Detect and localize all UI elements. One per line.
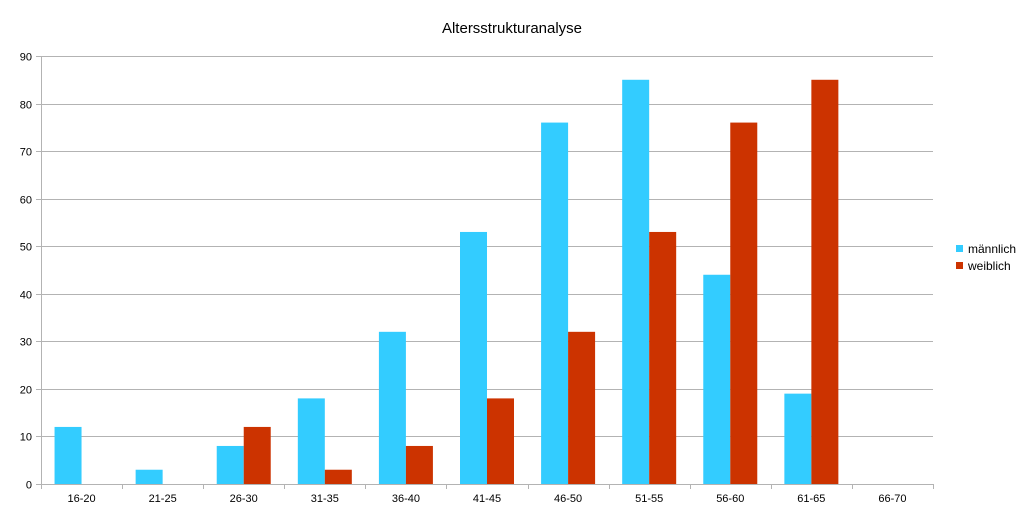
x-tick-label: 66-70 xyxy=(878,493,906,505)
x-tick-label: 26-30 xyxy=(230,493,258,505)
y-tick-label: 30 xyxy=(20,337,32,349)
bar-maennlich-46-50 xyxy=(541,122,569,485)
bar-maennlich-31-35 xyxy=(297,398,325,484)
x-tick-label: 56-60 xyxy=(716,493,744,505)
legend-label-maennlich: männlich xyxy=(968,242,1016,256)
x-tick-label: 41-45 xyxy=(473,493,501,505)
x-tick-label: 36-40 xyxy=(392,493,420,505)
legend: männlich weiblich xyxy=(956,242,1016,273)
x-tick-label: 31-35 xyxy=(311,493,339,505)
y-tick-label: 40 xyxy=(20,290,32,302)
x-axis-ticks: 16-20 21-25 26-30 31-35 36-40 41-45 46-50 51-55… xyxy=(41,484,934,505)
y-tick-label: 10 xyxy=(20,432,32,444)
bar-maennlich-41-45 xyxy=(460,231,487,484)
bar-maennlich-51-55 xyxy=(622,79,650,485)
x-tick-label: 21-25 xyxy=(149,493,177,505)
bar-maennlich-36-40 xyxy=(378,331,406,484)
bar-maennlich-26-30 xyxy=(216,445,244,484)
bar-weiblich-41-45 xyxy=(487,398,514,484)
legend-label-weiblich: weiblich xyxy=(967,259,1011,273)
bars xyxy=(54,79,839,485)
bar-weiblich-56-60 xyxy=(730,122,758,485)
bar-maennlich-61-65 xyxy=(784,393,812,484)
bar-maennlich-21-25 xyxy=(135,469,163,484)
bar-maennlich-16-20 xyxy=(54,426,82,484)
axes xyxy=(41,56,933,485)
bar-weiblich-26-30 xyxy=(243,426,271,484)
y-tick-label: 70 xyxy=(20,147,32,159)
x-tick-label: 51-55 xyxy=(635,493,663,505)
chart-title: Altersstrukturanalyse xyxy=(442,20,582,37)
bar-weiblich-36-40 xyxy=(405,445,433,484)
y-tick-label: 50 xyxy=(20,242,32,254)
y-tick-label: 20 xyxy=(20,385,32,397)
y-tick-label: 0 xyxy=(26,480,32,492)
bar-weiblich-61-65 xyxy=(811,79,839,485)
y-axis-ticks: 0 10 20 30 40 50 60 70 80 90 xyxy=(20,52,41,492)
x-tick-label: 61-65 xyxy=(797,493,825,505)
legend-swatch-weiblich xyxy=(956,262,963,269)
x-tick-label: 46-50 xyxy=(554,493,582,505)
bar-weiblich-46-50 xyxy=(568,331,596,484)
y-tick-label: 60 xyxy=(20,195,32,207)
legend-swatch-maennlich xyxy=(956,245,963,252)
x-tick-label: 16-20 xyxy=(67,493,95,505)
bar-weiblich-31-35 xyxy=(324,469,352,484)
bar-maennlich-56-60 xyxy=(703,274,731,484)
y-tick-label: 90 xyxy=(20,52,32,64)
bar-weiblich-51-55 xyxy=(649,231,677,484)
y-tick-label: 80 xyxy=(20,100,32,112)
